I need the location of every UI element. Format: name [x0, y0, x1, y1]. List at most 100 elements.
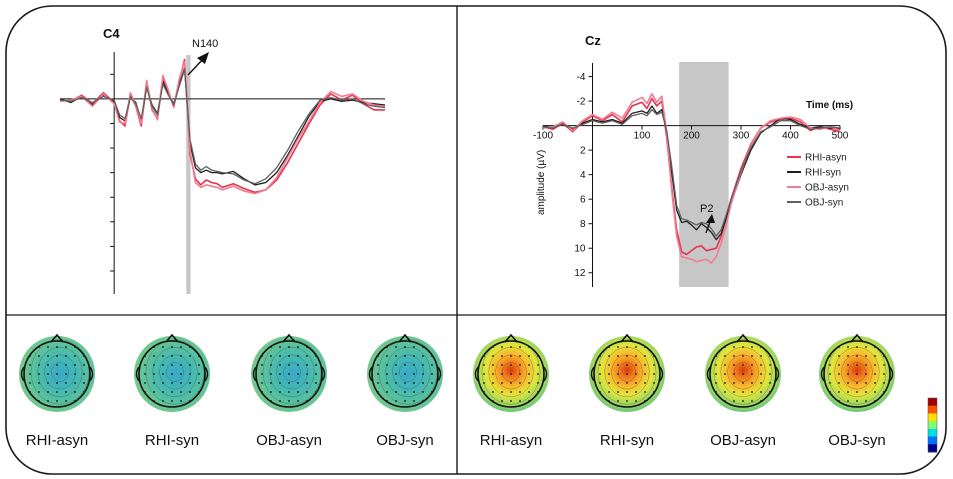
topomap-label: RHI-syn	[600, 432, 654, 449]
electrode-dot	[261, 382, 263, 384]
electrode-dot	[838, 373, 840, 375]
electrode-dot	[856, 400, 858, 402]
electrode-dot	[865, 391, 867, 393]
electrode-dot	[306, 382, 308, 384]
right-ear-icon	[775, 366, 780, 382]
nose-icon	[165, 333, 179, 343]
series-line-rhi-asyn	[542, 97, 841, 256]
contour-line	[269, 347, 315, 397]
electrode-dot	[501, 346, 503, 348]
electrode-dot	[608, 364, 610, 366]
electrode-dot	[386, 355, 388, 357]
electrode-dot	[635, 400, 637, 402]
electrode-dot	[626, 400, 628, 402]
electrode-dot	[395, 391, 397, 393]
electrode-dot	[510, 382, 512, 384]
electrode-dot	[422, 382, 424, 384]
electrode-dot	[56, 355, 58, 357]
electrode-dot	[608, 391, 610, 393]
electrode-dot	[742, 364, 744, 366]
x-tick-label: -100	[533, 131, 553, 142]
electrode-dot	[528, 382, 530, 384]
electrode-dot	[65, 373, 67, 375]
electrode-dot	[38, 391, 40, 393]
electrode-dot	[144, 373, 146, 375]
electrode-dot	[404, 364, 406, 366]
left-ear-icon	[368, 366, 373, 382]
electrode-dot	[198, 382, 200, 384]
electrode-dot	[395, 373, 397, 375]
electrode-dot	[270, 373, 272, 375]
electrode-dot	[874, 364, 876, 366]
electrode-dot	[47, 355, 49, 357]
electrode-dot	[492, 355, 494, 357]
electrode-dot	[144, 364, 146, 366]
left-ear-icon	[252, 366, 257, 382]
electrode-dot	[261, 364, 263, 366]
electrode-dot	[180, 400, 182, 402]
contour-line	[727, 354, 759, 390]
electrode-dot	[144, 382, 146, 384]
cz-ylabel: amplitude (µV)	[536, 150, 547, 215]
electrode-dot	[724, 364, 726, 366]
y-tick-label: 10	[574, 244, 586, 255]
c4-shaded-window	[186, 55, 191, 294]
electrode-dot	[65, 346, 67, 348]
electrode-dot	[724, 391, 726, 393]
electrode-dot	[47, 400, 49, 402]
electrode-dot	[537, 364, 539, 366]
electrode-dot	[501, 391, 503, 393]
electrode-dot	[171, 391, 173, 393]
electrode-dot	[162, 364, 164, 366]
head-outline	[823, 340, 891, 408]
electrode-dot	[483, 373, 485, 375]
electrode-dot	[760, 382, 762, 384]
head-outline	[371, 340, 439, 408]
electrode-dot	[760, 364, 762, 366]
contour-line	[611, 354, 643, 390]
electrode-dot	[279, 391, 281, 393]
electrode-dot	[769, 373, 771, 375]
c4-annotation-arrowhead	[197, 52, 209, 64]
electrode-dot	[83, 382, 85, 384]
series-line-rhi-syn	[542, 105, 841, 241]
electrode-dot	[519, 391, 521, 393]
c4-series-lines	[59, 58, 386, 195]
electrode-dot	[635, 382, 637, 384]
electrode-dot	[395, 355, 397, 357]
colorbar-segment	[928, 421, 937, 430]
c4-y-ticks	[110, 73, 115, 272]
electrode-dot	[56, 400, 58, 402]
electrode-dot	[65, 355, 67, 357]
electrode-dot	[626, 364, 628, 366]
electrode-dot	[83, 373, 85, 375]
electrode-dot	[742, 373, 744, 375]
head-outline	[709, 340, 777, 408]
topomap-label: OBJ-asyn	[256, 432, 322, 449]
electrode-dot	[395, 346, 397, 348]
electrode-dot	[297, 391, 299, 393]
electrode-dot	[395, 400, 397, 402]
electrode-dot	[56, 373, 58, 375]
electrode-dot	[510, 400, 512, 402]
electrode-dot	[74, 373, 76, 375]
electrode-dot	[422, 391, 424, 393]
topomap-rhi-syn: RHI-syn	[134, 333, 210, 449]
electrode-dot	[608, 355, 610, 357]
electrode-dot	[501, 382, 503, 384]
electrode-dot	[751, 373, 753, 375]
electrode-dot	[162, 346, 164, 348]
electrode-dot	[65, 391, 67, 393]
electrode-dot	[742, 400, 744, 402]
cz-y-ticks: -4 -2 2 4 6 8 10 12	[574, 72, 593, 279]
electrode-dot	[288, 346, 290, 348]
x-tick-label: 100	[634, 131, 651, 142]
contour-line	[385, 347, 431, 397]
electrode-dot	[261, 373, 263, 375]
electrode-dot	[865, 400, 867, 402]
electrode-dot	[733, 346, 735, 348]
y-tick-label: 2	[580, 146, 586, 157]
head-outline	[255, 340, 323, 408]
electrode-dot	[626, 346, 628, 348]
electrode-dot	[288, 400, 290, 402]
